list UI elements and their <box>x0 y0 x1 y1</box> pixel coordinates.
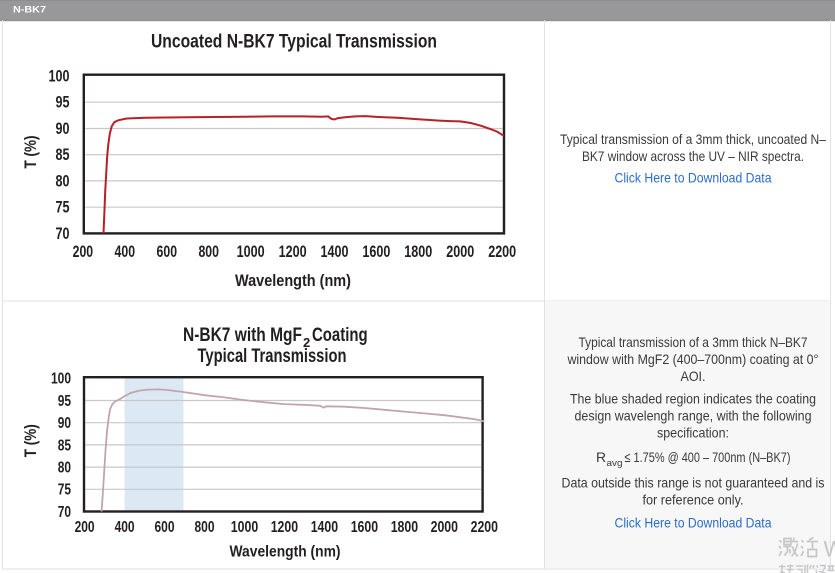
svg-text:800: 800 <box>198 242 219 261</box>
svg-text:Wavelength (nm): Wavelength (nm) <box>235 271 351 290</box>
svg-text:70: 70 <box>58 504 71 521</box>
svg-text:90: 90 <box>56 119 70 138</box>
svg-text:90: 90 <box>58 415 71 432</box>
svg-text:Uncoated N-BK7 Typical Transmi: Uncoated N-BK7 Typical Transmission <box>151 31 437 52</box>
svg-text:1400: 1400 <box>311 519 338 536</box>
svg-text:85: 85 <box>56 145 70 164</box>
svg-text:T (%): T (%) <box>21 136 40 169</box>
svg-text:600: 600 <box>157 242 178 261</box>
svg-text:1000: 1000 <box>237 242 265 261</box>
svg-text:1400: 1400 <box>321 242 349 261</box>
svg-text:Wavelength (nm): Wavelength (nm) <box>230 544 341 561</box>
svg-text:window with MgF2 (400–700nm) c: window with MgF2 (400–700nm) coating at … <box>567 351 819 367</box>
svg-text:Typical transmission of a 3mm: Typical transmission of a 3mm thick, unc… <box>560 131 826 147</box>
svg-text:2200: 2200 <box>488 242 516 261</box>
svg-text:BK7 window across the UV – NIR: BK7 window across the UV – NIR spectra. <box>582 148 804 164</box>
svg-text:R: R <box>596 449 606 465</box>
svg-text:800: 800 <box>195 519 215 536</box>
svg-text:100: 100 <box>49 67 70 86</box>
svg-text:200: 200 <box>73 242 94 261</box>
svg-text:95: 95 <box>58 393 71 410</box>
svg-text:95: 95 <box>56 93 70 112</box>
svg-text:1600: 1600 <box>362 242 390 261</box>
svg-text:80: 80 <box>56 171 70 190</box>
svg-text:Click Here to Download Data: Click Here to Download Data <box>615 170 772 186</box>
svg-text:75: 75 <box>58 482 71 499</box>
svg-text:75: 75 <box>56 198 70 217</box>
svg-text:W: W <box>824 537 835 562</box>
svg-text:1800: 1800 <box>404 242 432 261</box>
svg-text:Coating: Coating <box>312 325 368 346</box>
svg-text:70: 70 <box>56 224 70 243</box>
svg-text:Typical Transmission: Typical Transmission <box>198 346 347 367</box>
svg-text:avg: avg <box>607 458 623 469</box>
svg-text:Click Here to Download Data: Click Here to Download Data <box>615 515 772 531</box>
svg-text:1200: 1200 <box>279 242 307 261</box>
svg-text:AOI.: AOI. <box>681 368 706 384</box>
svg-text:2: 2 <box>303 335 310 350</box>
svg-text:The blue shaded region indicat: The blue shaded region indicates the coa… <box>570 390 816 406</box>
svg-text:100: 100 <box>51 371 71 388</box>
svg-text:1200: 1200 <box>271 519 298 536</box>
svg-text:1600: 1600 <box>351 519 378 536</box>
svg-text:for reference only.: for reference only. <box>643 492 744 508</box>
svg-text:1000: 1000 <box>231 519 258 536</box>
svg-text:≤ 1.75% @ 400 – 700nm (N–BK7): ≤ 1.75% @ 400 – 700nm (N–BK7) <box>625 449 791 465</box>
svg-text:design wavelengh range, with t: design wavelengh range, with the followi… <box>575 408 812 424</box>
svg-text:N-BK7: N-BK7 <box>13 4 46 14</box>
svg-text:600: 600 <box>155 519 175 536</box>
svg-text:2200: 2200 <box>471 519 498 536</box>
svg-text:1800: 1800 <box>391 519 418 536</box>
svg-text:2000: 2000 <box>446 242 474 261</box>
svg-text:400: 400 <box>115 519 135 536</box>
svg-text:specification:: specification: <box>657 425 729 441</box>
svg-text:2000: 2000 <box>431 519 458 536</box>
svg-text:N-BK7 with MgF: N-BK7 with MgF <box>183 325 302 346</box>
svg-text:Data outside this range is not: Data outside this range is not guarantee… <box>562 475 825 491</box>
svg-text:85: 85 <box>58 437 71 454</box>
svg-text:200: 200 <box>75 519 95 536</box>
svg-text:400: 400 <box>115 242 136 261</box>
svg-text:80: 80 <box>58 460 71 477</box>
svg-text:Typical transmission of a 3mm: Typical transmission of a 3mm thick N–BK… <box>579 334 808 350</box>
svg-text:T (%): T (%) <box>21 424 40 457</box>
